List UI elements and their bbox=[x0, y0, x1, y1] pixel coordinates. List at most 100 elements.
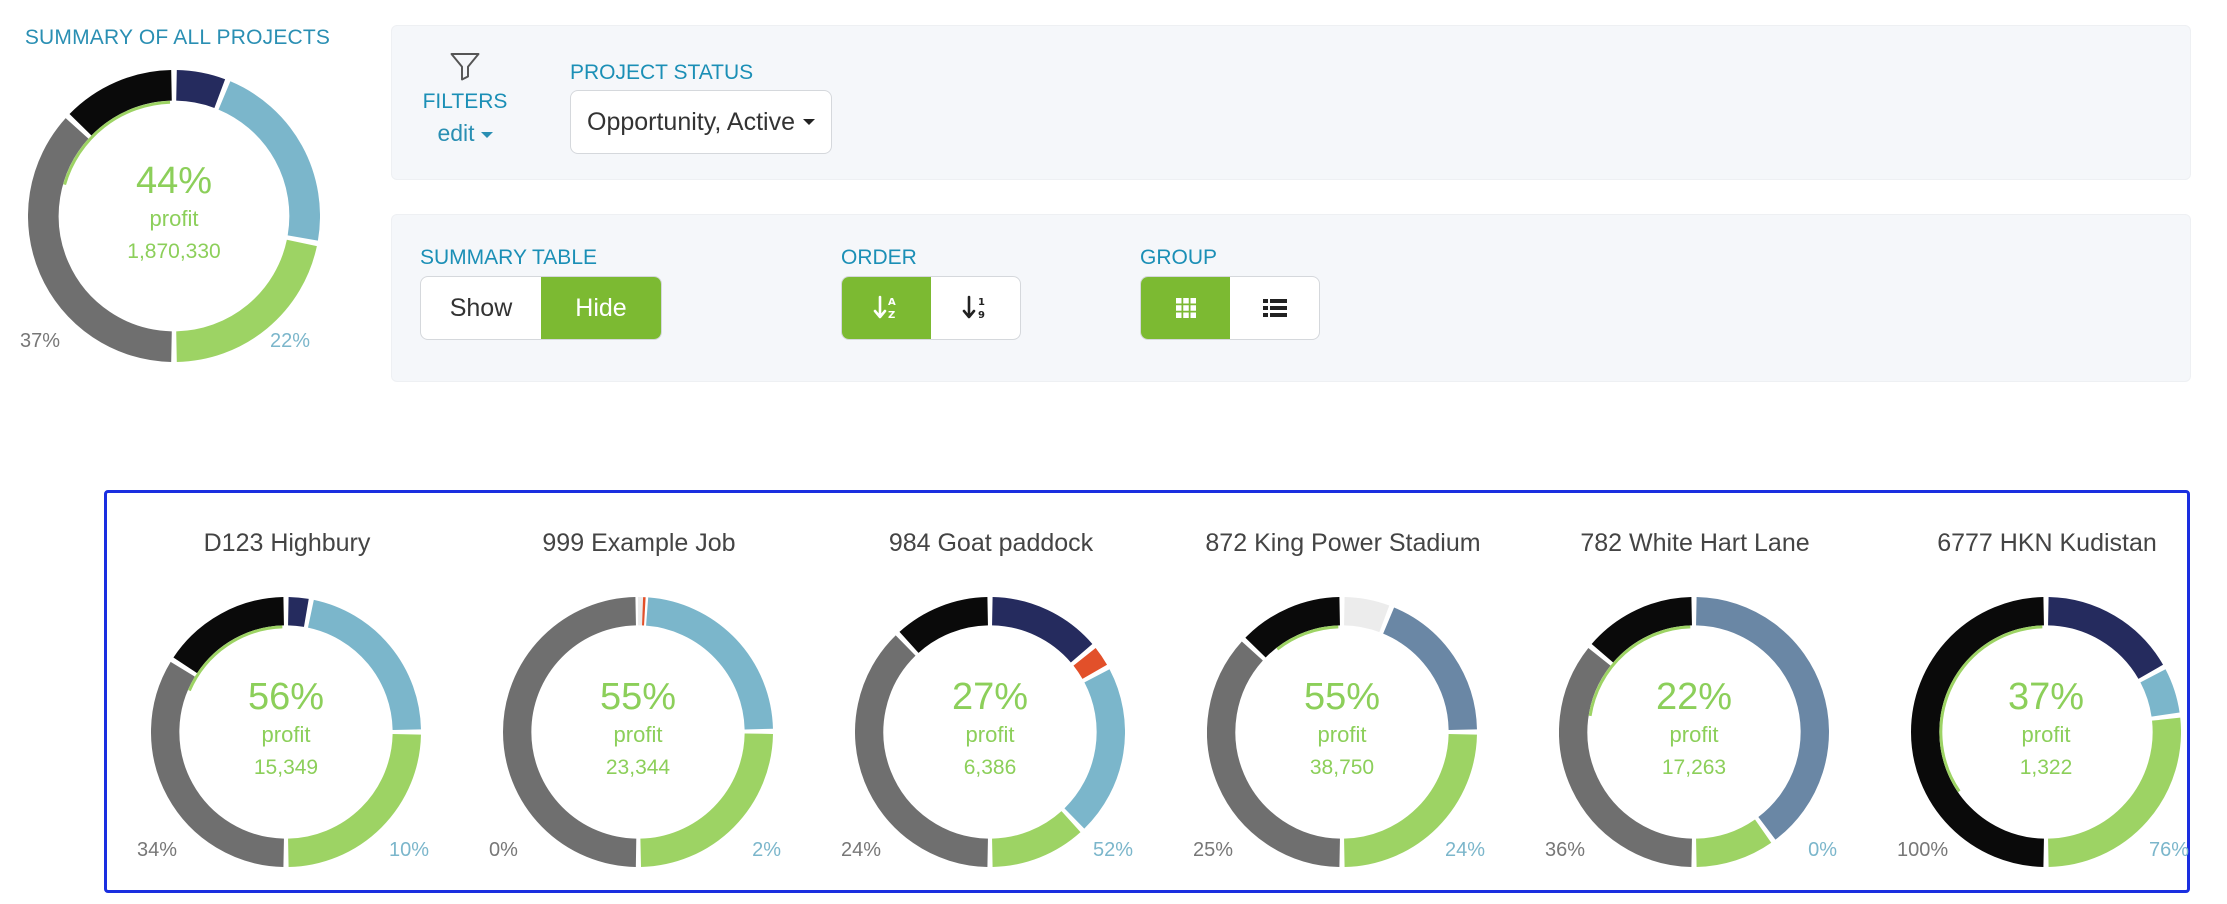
project-left-percent: 34% bbox=[137, 839, 178, 861]
project-donut-profit-label: profit bbox=[613, 722, 663, 747]
project-left-percent: 36% bbox=[1545, 839, 1586, 861]
summary-donut-profit-label: profit bbox=[149, 206, 199, 231]
project-card[interactable]: 984 Goat paddock 27% profit 6,386 24% 52% bbox=[821, 493, 1161, 893]
edit-filters-link[interactable]: edit bbox=[415, 120, 515, 147]
project-right-percent: 2% bbox=[752, 839, 781, 861]
order-title: ORDER bbox=[841, 246, 917, 269]
project-donut-percent: 55% bbox=[599, 676, 677, 718]
project-title[interactable]: 872 King Power Stadium bbox=[1205, 529, 1481, 557]
project-donut-chart: 55% profit 38,750 bbox=[1207, 597, 1477, 867]
group-title: GROUP bbox=[1140, 246, 1218, 269]
project-donut-segment-light_blue bbox=[645, 597, 773, 730]
project-donut-chart: 55% profit 23,344 bbox=[503, 597, 773, 867]
project-status-dropdown[interactable]: Opportunity, Active bbox=[570, 90, 832, 154]
project-right-percent: 10% bbox=[388, 839, 429, 861]
project-donut-segment-green bbox=[2047, 717, 2181, 867]
project-title[interactable]: 6777 HKN Kudistan bbox=[1937, 529, 2157, 557]
summary-donut-segment-navy bbox=[175, 70, 226, 109]
summary-donut-percent: 44% bbox=[135, 160, 213, 202]
project-donut-segment-light_blue bbox=[307, 599, 421, 731]
summary-donut-svg bbox=[28, 70, 320, 362]
project-donut-chart: 27% profit 6,386 bbox=[855, 597, 1125, 867]
project-donut-segment-black bbox=[173, 597, 285, 674]
hide-summary-button[interactable]: Hide bbox=[541, 277, 661, 339]
svg-text:A: A bbox=[888, 297, 896, 308]
project-right-percent: 0% bbox=[1808, 839, 1837, 861]
project-title[interactable]: D123 Highbury bbox=[203, 529, 371, 557]
project-donut-profit-label: profit bbox=[1317, 722, 1367, 747]
project-donut-percent: 55% bbox=[1303, 676, 1381, 718]
project-donut-amount: 23,344 bbox=[605, 756, 671, 779]
project-donut-center: 27% profit 6,386 bbox=[855, 678, 1125, 780]
project-left-percent: 0% bbox=[489, 839, 518, 861]
project-title[interactable]: 999 Example Job bbox=[542, 529, 736, 557]
project-donut-segment-green bbox=[640, 733, 773, 867]
project-donut-inner-profit-arc bbox=[1276, 625, 1339, 651]
project-donut-percent: 27% bbox=[951, 676, 1029, 718]
project-donut-inner-profit-arc bbox=[1588, 625, 1691, 717]
project-donut-segment-green bbox=[1343, 733, 1477, 867]
project-donut-percent: 56% bbox=[247, 676, 325, 718]
project-donut-profit-label: profit bbox=[261, 722, 311, 747]
project-donut-segment-light_blue bbox=[1064, 669, 1125, 829]
summary-donut-segment-green bbox=[175, 239, 317, 362]
project-donut-amount: 15,349 bbox=[253, 756, 319, 779]
project-donut-segment-navy bbox=[991, 597, 1093, 663]
summary-table-title: SUMMARY TABLE bbox=[420, 246, 598, 269]
grid-view-button[interactable] bbox=[1141, 277, 1230, 339]
project-donut-percent: 37% bbox=[2007, 676, 2085, 718]
project-donut-segment-green bbox=[991, 810, 1081, 867]
project-donut-chart: 56% profit 15,349 bbox=[151, 597, 421, 867]
sort-numeric-button[interactable]: 1 9 bbox=[931, 277, 1020, 339]
project-card[interactable]: 6777 HKN Kudistan 37% profit 1,322 100% 76% bbox=[1877, 493, 2217, 893]
project-donut-segment-light_gray bbox=[1343, 597, 1390, 633]
order-toggle: A Z 1 9 bbox=[841, 276, 1021, 340]
project-donut-amount: 38,750 bbox=[1309, 756, 1375, 779]
project-donut-segment-steel_blue bbox=[1695, 597, 1829, 840]
project-donut-segment-black bbox=[1911, 597, 2045, 867]
project-donut-profit-label: profit bbox=[1669, 722, 1719, 747]
project-card[interactable]: 999 Example Job 55% profit 23,344 0% 2% bbox=[469, 493, 809, 893]
list-icon bbox=[1262, 299, 1287, 317]
project-card[interactable]: D123 Highbury 56% profit 15,349 34% 10% bbox=[117, 493, 457, 893]
project-donut-segment-navy bbox=[2047, 597, 2164, 680]
project-donut-segment-gray bbox=[503, 597, 637, 867]
project-donut-svg bbox=[1559, 597, 1829, 867]
project-donut-segment-navy bbox=[287, 597, 309, 627]
projects-grid: D123 Highbury 56% profit 15,349 34% 10% 999 Ex… bbox=[104, 490, 2190, 893]
project-title[interactable]: 984 Goat paddock bbox=[888, 529, 1094, 557]
list-view-button[interactable] bbox=[1230, 277, 1319, 339]
project-donut-segment-green bbox=[287, 733, 421, 867]
project-title[interactable]: 782 White Hart Lane bbox=[1580, 529, 1810, 557]
summary-title: SUMMARY OF ALL PROJECTS bbox=[24, 26, 331, 49]
project-donut-profit-label: profit bbox=[965, 722, 1015, 747]
sort-alphabetical-button[interactable]: A Z bbox=[842, 277, 931, 339]
summary-donut-segment-black bbox=[69, 70, 173, 136]
project-donut-svg bbox=[151, 597, 421, 867]
show-summary-button[interactable]: Show bbox=[449, 293, 513, 322]
project-donut-svg bbox=[1207, 597, 1477, 867]
project-donut-segment-gray bbox=[855, 635, 989, 867]
edit-label: edit bbox=[437, 120, 475, 146]
project-donut-amount: 17,263 bbox=[1661, 756, 1727, 779]
summary-left-percent: 37% bbox=[20, 330, 61, 352]
project-card[interactable]: 782 White Hart Lane 22% profit 17,263 36% 0% bbox=[1525, 493, 1865, 893]
grid-icon bbox=[1175, 298, 1196, 318]
project-donut-segment-gray bbox=[151, 661, 285, 867]
project-donut-inner-profit-arc bbox=[187, 625, 283, 692]
project-donut-segment-gray bbox=[1559, 647, 1693, 867]
group-toggle bbox=[1140, 276, 1320, 340]
project-right-percent: 24% bbox=[1444, 839, 1485, 861]
project-card[interactable]: 872 King Power Stadium 55% profit 38,750 25%… bbox=[1173, 493, 1513, 893]
sort-alpha-icon: A Z bbox=[873, 295, 896, 321]
summary-right-percent: 22% bbox=[270, 330, 311, 352]
project-donut-svg bbox=[503, 597, 773, 867]
project-donut-segment-gray bbox=[1207, 641, 1341, 867]
project-right-percent: 76% bbox=[2148, 839, 2189, 861]
project-left-percent: 25% bbox=[1193, 839, 1234, 861]
project-left-percent: 100% bbox=[1897, 839, 1949, 861]
summary-donut-segment-light_blue bbox=[218, 81, 320, 241]
summary-table-toggle: Show Hide bbox=[420, 276, 662, 340]
summary-donut-segment-gray bbox=[28, 118, 173, 362]
project-status-title: PROJECT STATUS bbox=[570, 61, 754, 84]
